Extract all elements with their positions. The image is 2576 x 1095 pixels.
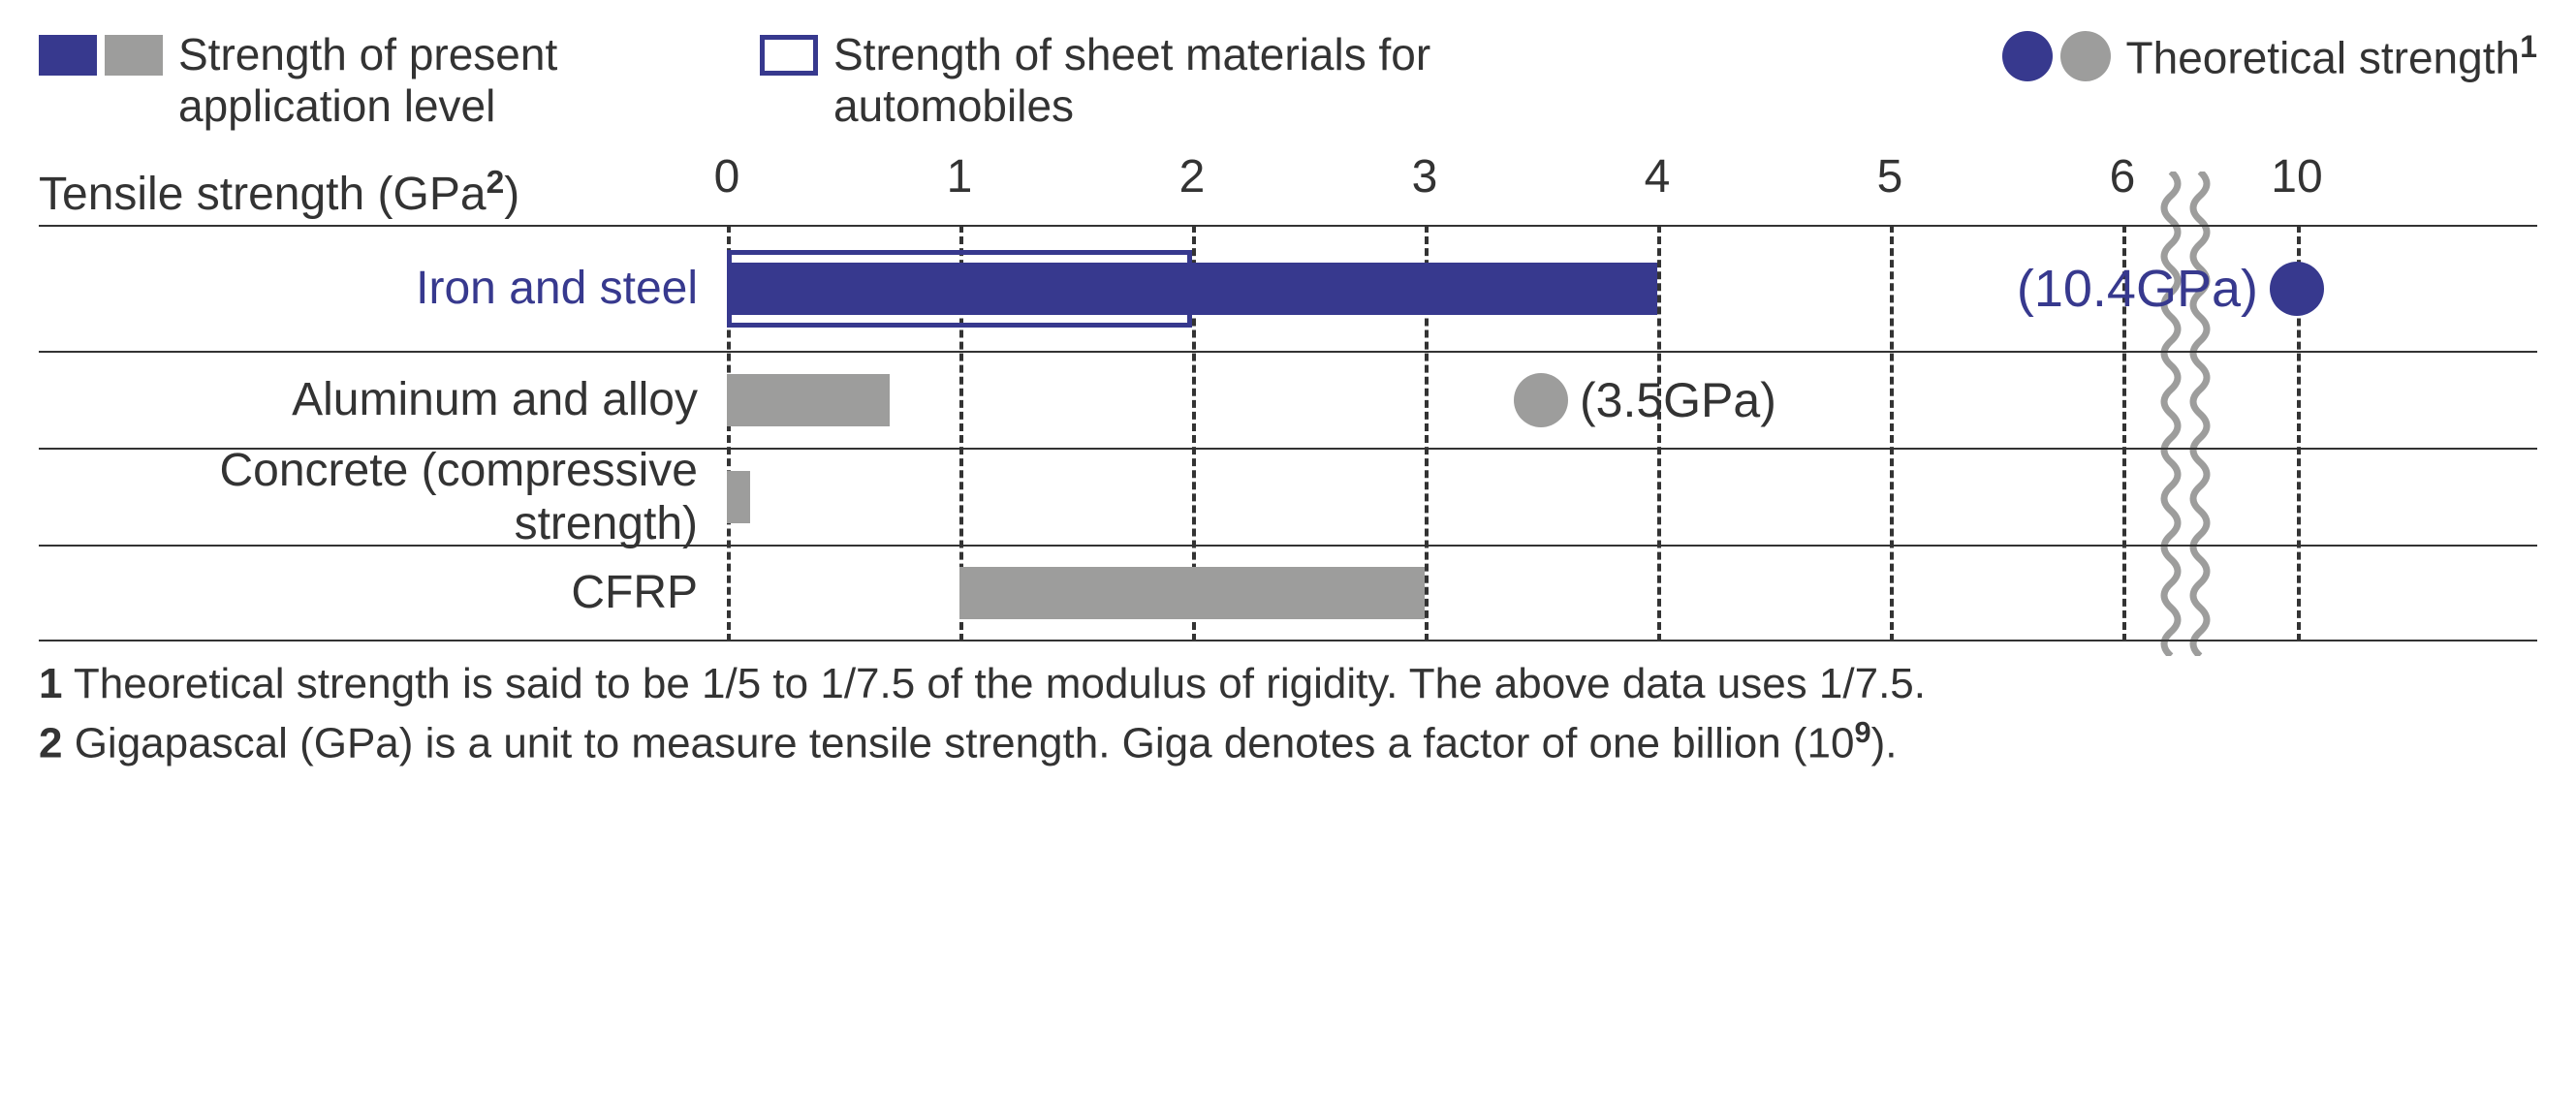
- legend-theoretical-label: Theoretical strength1: [2126, 29, 2537, 83]
- tick-label: 1: [947, 150, 973, 203]
- chart: Iron and steel (10.4GPa) Aluminum and allo…: [39, 225, 2537, 641]
- theoretical-label: (10.4GPa): [2017, 259, 2258, 319]
- theoretical-circle: [2270, 262, 2324, 316]
- bar-present: [727, 374, 890, 426]
- tick-label: 0: [714, 150, 740, 203]
- footnote-2: 2 Gigapascal (GPa) is a unit to measure …: [39, 712, 2537, 772]
- axis-title-suffix: ): [504, 169, 519, 220]
- axis-title-prefix: Tensile strength (GPa: [39, 169, 487, 220]
- legend-present: Strength of present application level: [39, 29, 682, 132]
- footnote-2-sup: 9: [1855, 715, 1871, 749]
- row-label: Aluminum and alloy: [39, 373, 727, 426]
- circle-primary: [2002, 31, 2053, 81]
- legend-sheet-label: Strength of sheet materials for automobi…: [833, 29, 1434, 132]
- axis-ticks: 012345610: [727, 151, 2537, 209]
- legend-present-label: Strength of present application level: [178, 29, 682, 132]
- bar-present: [727, 263, 1657, 315]
- table-row: Aluminum and alloy (3.5GPa): [39, 351, 2537, 448]
- row-label: CFRP: [39, 566, 727, 619]
- legend-theoretical-swatches: [2002, 31, 2111, 81]
- tick-label: 5: [1877, 150, 1903, 203]
- table-row: Iron and steel (10.4GPa): [39, 225, 2537, 351]
- legend-theoretical-text: Theoretical strength: [2126, 32, 2521, 82]
- tick-label: 4: [1645, 150, 1671, 203]
- swatch-primary: [39, 35, 97, 76]
- legend-theoretical: Theoretical strength1: [2002, 29, 2537, 83]
- row-plot: [727, 547, 2537, 640]
- row-plot: [727, 450, 2537, 545]
- theoretical-label: (3.5GPa): [1580, 372, 1776, 428]
- swatch-secondary: [105, 35, 163, 76]
- theoretical-circle: [1514, 373, 1568, 427]
- tick-label: 10: [2271, 150, 2322, 203]
- footnotes: 1 Theoretical strength is said to be 1/5…: [39, 655, 2537, 772]
- footnote-2-prefix: Gigapascal (GPa) is a unit to measure te…: [62, 720, 1854, 767]
- legend-theoretical-sup: 1: [2520, 29, 2537, 64]
- footnote-1: 1 Theoretical strength is said to be 1/5…: [39, 655, 2537, 712]
- table-row: CFRP: [39, 545, 2537, 641]
- bar-present: [727, 471, 750, 523]
- footnote-2-num: 2: [39, 720, 62, 767]
- tick-label: 3: [1412, 150, 1438, 203]
- circle-secondary: [2060, 31, 2111, 81]
- axis-title-sup: 2: [487, 165, 505, 201]
- footnote-1-num: 1: [39, 660, 62, 707]
- row-plot: (3.5GPa): [727, 353, 2537, 448]
- tick-label: 2: [1179, 150, 1206, 203]
- row-label: Iron and steel: [39, 262, 727, 315]
- tick-label: 6: [2110, 150, 2136, 203]
- bar-present: [959, 567, 1425, 619]
- axis-row: Tensile strength (GPa2) 012345610: [39, 151, 2537, 225]
- table-row: Concrete (compressive strength): [39, 448, 2537, 545]
- legend-present-swatches: [39, 35, 163, 76]
- axis-title: Tensile strength (GPa2): [39, 165, 727, 225]
- legend: Strength of present application level St…: [39, 29, 2537, 132]
- row-label: Concrete (compressive strength): [39, 444, 727, 550]
- footnote-1-text: Theoretical strength is said to be 1/5 t…: [62, 660, 1926, 707]
- legend-sheet: Strength of sheet materials for automobi…: [760, 29, 1434, 132]
- swatch-outline: [760, 35, 818, 76]
- footnote-2-suffix: ).: [1871, 720, 1898, 767]
- legend-sheet-swatches: [760, 35, 818, 76]
- row-plot: (10.4GPa): [727, 227, 2537, 351]
